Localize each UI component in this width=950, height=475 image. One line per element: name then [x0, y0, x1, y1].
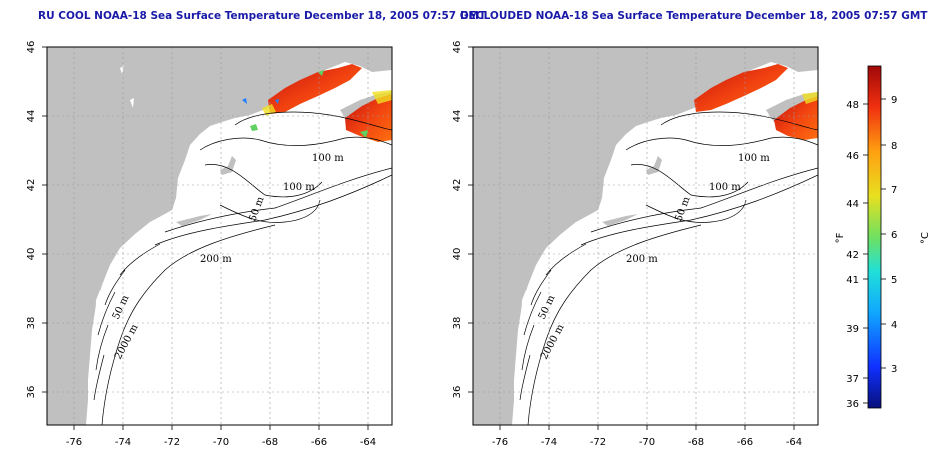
land-long-island — [176, 214, 212, 226]
colorbar-f-tick: 36 — [846, 399, 859, 410]
land-long-island — [602, 214, 638, 226]
colorbar-f-tick: 44 — [846, 199, 859, 210]
x-tick-label: -68 — [262, 437, 278, 448]
colorbar-c-tick: 8 — [891, 141, 897, 152]
colorbar-c-tick: 6 — [891, 230, 897, 241]
left-map-panel: 100 m 100 m 50 m 200 m 50 m 2000 m -76 -… — [26, 41, 393, 448]
colorbar-c-tick: 9 — [891, 95, 897, 106]
x-tick-label: -76 — [66, 437, 82, 448]
land-mass — [47, 47, 392, 425]
sst-patch-scotian — [345, 94, 392, 142]
colorbar-gradient — [867, 65, 882, 409]
graticule — [47, 47, 392, 425]
land-mass — [473, 47, 818, 425]
colorbar-c-tick: 4 — [891, 320, 897, 331]
colorbar-f-tick: 42 — [846, 250, 859, 261]
right-map-panel: 100 m 100 m 50 m 200 m 50 m 2000 m -76 -… — [452, 41, 819, 448]
colorbar-c-tick: 3 — [891, 364, 897, 375]
contour-label: 200 m — [200, 254, 232, 265]
map-frame — [472, 46, 819, 426]
sst-patch-cool-edge — [802, 92, 818, 104]
sst-patch-gulf-maine — [268, 64, 362, 114]
contour-label: 100 m — [312, 153, 344, 164]
y-tick-label: 38 — [26, 317, 37, 330]
bathymetry-contours — [519, 111, 818, 425]
x-tick-label: -68 — [688, 437, 704, 448]
y-tick-label: 38 — [452, 317, 463, 330]
x-tick-label: -72 — [590, 437, 606, 448]
sst-patch-gulf-maine — [694, 64, 788, 112]
x-tick-label: -66 — [737, 437, 753, 448]
colorbar-fahrenheit-label: °F — [835, 232, 846, 243]
x-tick-label: -66 — [311, 437, 327, 448]
colorbar-f-tick: 48 — [846, 100, 859, 111]
y-tick-label: 42 — [452, 179, 463, 192]
y-tick-label: 36 — [452, 386, 463, 399]
x-tick-label: -74 — [541, 437, 557, 448]
y-tick-label: 40 — [26, 248, 37, 261]
left-panel-title: RU COOL NOAA-18 Sea Surface Temperature … — [38, 10, 486, 22]
contour-label: 100 m — [283, 182, 315, 193]
colorbar-celsius-label: °C — [920, 232, 931, 244]
y-tick-label: 40 — [452, 248, 463, 261]
colorbar: 48 46 44 42 41 39 37 36 9 8 7 6 5 4 3 °F… — [835, 65, 931, 410]
x-tick-label: -64 — [786, 437, 802, 448]
x-tick-label: -74 — [115, 437, 131, 448]
y-tick-label: 42 — [26, 179, 37, 192]
colorbar-f-tick: 39 — [846, 324, 859, 335]
colorbar-c-tick: 7 — [891, 185, 897, 196]
contour-label: 100 m — [738, 153, 770, 164]
map-frame — [46, 46, 393, 426]
colorbar-f-tick: 41 — [846, 275, 859, 286]
sst-patch-cool-edge — [262, 90, 392, 116]
colorbar-c-tick: 5 — [891, 275, 897, 286]
y-tick-label: 46 — [452, 41, 463, 54]
y-tick-label: 36 — [26, 386, 37, 399]
bay-water — [520, 290, 530, 360]
colorbar-f-tick: 37 — [846, 374, 859, 385]
x-tick-label: -70 — [639, 437, 655, 448]
y-tick-label: 44 — [26, 110, 37, 123]
sst-patch-blue — [242, 98, 279, 104]
lake-water — [120, 66, 134, 108]
y-tick-label: 46 — [26, 41, 37, 54]
right-panel-title: DECLOUDED NOAA-18 Sea Surface Temperatur… — [460, 10, 928, 22]
contour-label: 100 m — [709, 182, 741, 193]
colorbar-f-tick: 46 — [846, 151, 859, 162]
y-tick-label: 44 — [452, 110, 463, 123]
contour-label: 200 m — [626, 254, 658, 265]
graticule — [473, 47, 818, 425]
x-tick-label: -64 — [360, 437, 376, 448]
bay-water — [94, 290, 104, 360]
sst-patch-scotian — [774, 96, 818, 140]
x-tick-label: -70 — [213, 437, 229, 448]
x-tick-label: -76 — [492, 437, 508, 448]
x-tick-label: -72 — [164, 437, 180, 448]
